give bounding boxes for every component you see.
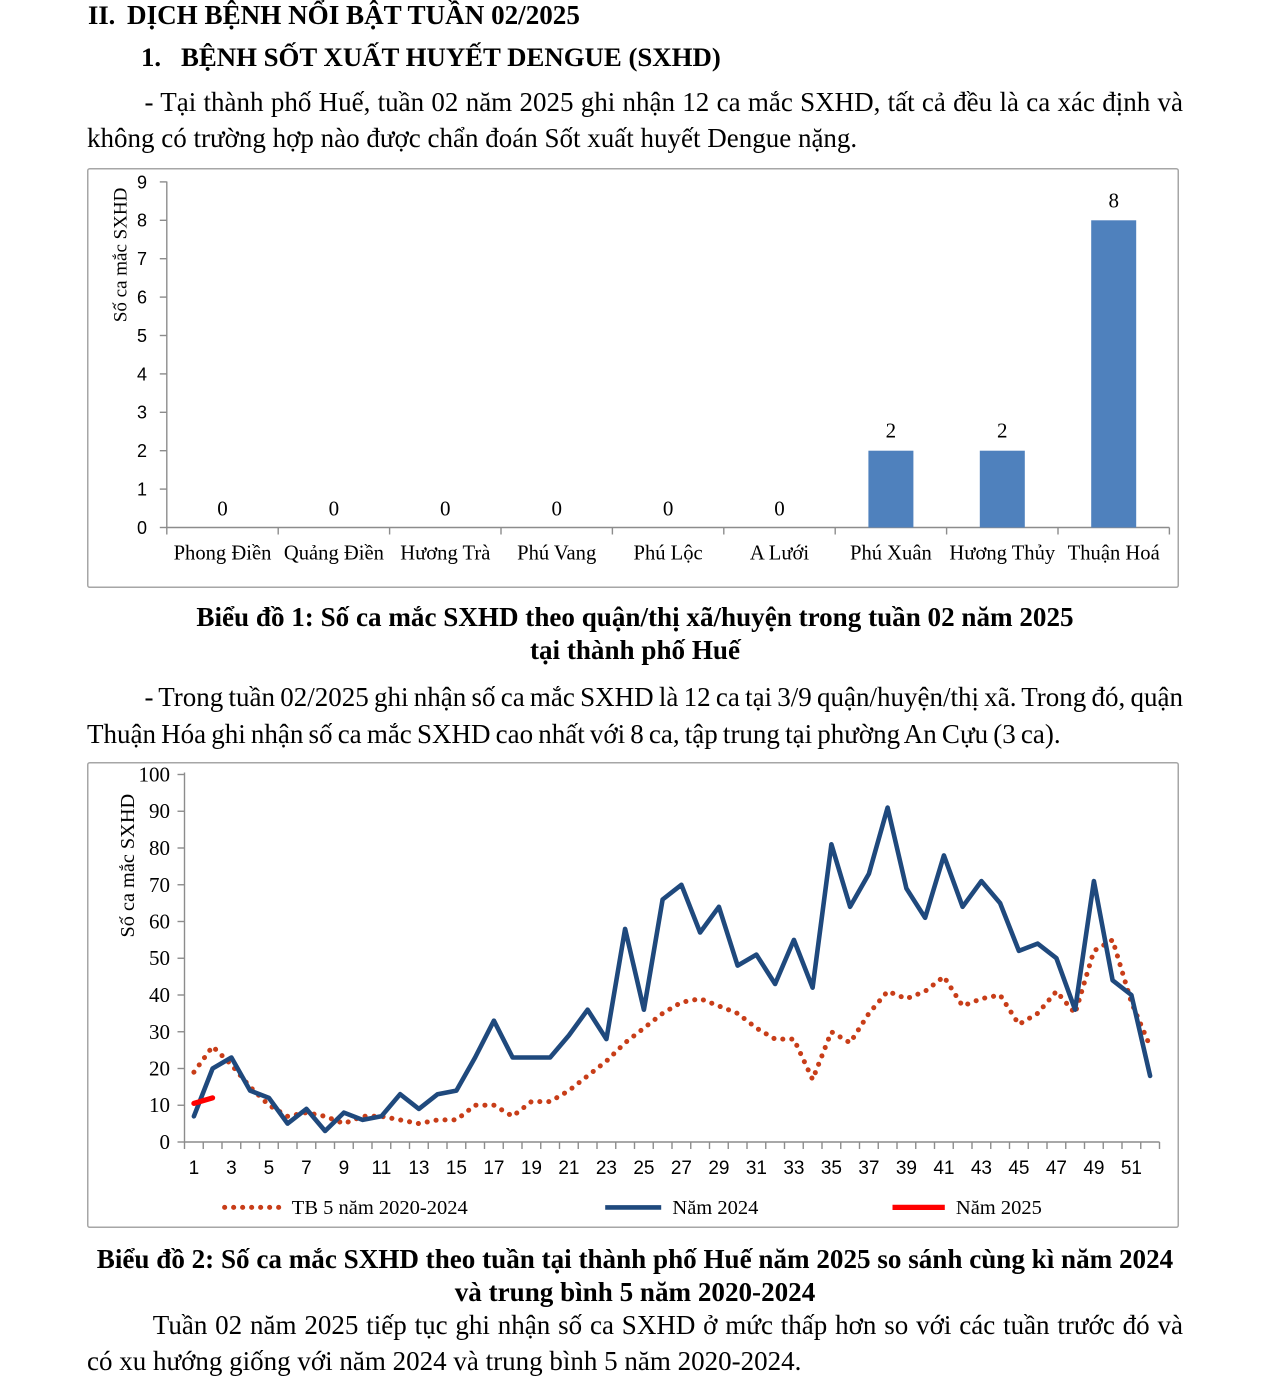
svg-text:90: 90 [149,799,170,823]
svg-text:Số ca mắc SXHD: Số ca mắc SXHD [117,794,139,938]
svg-text:23: 23 [596,1158,617,1179]
svg-text:Năm 2025: Năm 2025 [956,1197,1042,1219]
svg-text:31: 31 [746,1158,767,1179]
svg-text:5: 5 [264,1158,275,1179]
svg-text:2: 2 [997,419,1008,443]
svg-text:70: 70 [149,873,170,897]
svg-text:Thuận Hoá: Thuận Hoá [1068,543,1160,565]
svg-text:8: 8 [137,211,147,231]
svg-text:Phú Lộc: Phú Lộc [633,543,702,565]
svg-text:15: 15 [446,1158,467,1179]
svg-text:41: 41 [933,1158,954,1179]
svg-text:3: 3 [226,1158,237,1179]
svg-text:Quảng Điền: Quảng Điền [284,543,384,565]
svg-text:0: 0 [329,496,340,520]
svg-text:3: 3 [137,403,147,423]
svg-text:19: 19 [521,1158,542,1179]
svg-text:1: 1 [137,480,147,500]
svg-text:0: 0 [440,496,451,520]
svg-text:9: 9 [137,172,147,192]
svg-text:Phú Vang: Phú Vang [517,543,596,565]
svg-text:10: 10 [149,1093,170,1117]
svg-text:45: 45 [1008,1158,1029,1179]
svg-text:Số ca mắc SXHD: Số ca mắc SXHD [111,188,132,323]
svg-text:80: 80 [149,836,170,860]
svg-text:43: 43 [971,1158,992,1179]
svg-text:5: 5 [137,326,147,346]
svg-text:33: 33 [783,1158,804,1179]
svg-text:7: 7 [137,249,147,269]
svg-text:2: 2 [886,419,897,443]
svg-text:37: 37 [858,1158,879,1179]
svg-text:Phú Xuân: Phú Xuân [850,543,932,565]
svg-text:13: 13 [408,1158,429,1179]
svg-text:29: 29 [708,1158,729,1179]
svg-text:49: 49 [1083,1158,1104,1179]
svg-text:0: 0 [160,1130,171,1154]
svg-text:A Lưới: A Lưới [750,543,810,565]
svg-text:Phong Điền: Phong Điền [174,543,272,565]
svg-text:8: 8 [1108,188,1119,212]
svg-text:40: 40 [149,983,170,1007]
svg-text:51: 51 [1121,1158,1142,1179]
svg-text:25: 25 [633,1158,654,1179]
svg-text:35: 35 [821,1158,842,1179]
svg-text:30: 30 [149,1020,170,1044]
svg-text:1: 1 [189,1158,200,1179]
svg-text:100: 100 [139,763,171,787]
svg-text:27: 27 [671,1158,692,1179]
svg-text:2: 2 [137,441,147,461]
svg-text:9: 9 [339,1158,350,1179]
svg-text:11: 11 [372,1158,392,1179]
svg-text:Hương Thủy: Hương Thủy [949,543,1055,565]
svg-text:20: 20 [149,1057,170,1081]
svg-text:50: 50 [149,946,170,970]
svg-text:17: 17 [483,1158,504,1179]
svg-text:0: 0 [217,496,228,520]
svg-text:4: 4 [137,364,147,384]
svg-text:0: 0 [774,496,785,520]
svg-text:7: 7 [301,1158,312,1179]
svg-text:TB 5 năm 2020-2024: TB 5 năm 2020-2024 [292,1197,468,1219]
svg-text:60: 60 [149,910,170,934]
svg-text:Năm 2024: Năm 2024 [672,1197,758,1219]
svg-text:39: 39 [896,1158,917,1179]
svg-text:21: 21 [558,1158,579,1179]
svg-text:Hương Trà: Hương Trà [400,543,490,565]
svg-text:47: 47 [1046,1158,1067,1179]
svg-text:6: 6 [137,288,147,308]
svg-text:0: 0 [137,518,147,538]
svg-text:0: 0 [663,496,674,520]
svg-text:0: 0 [551,496,562,520]
